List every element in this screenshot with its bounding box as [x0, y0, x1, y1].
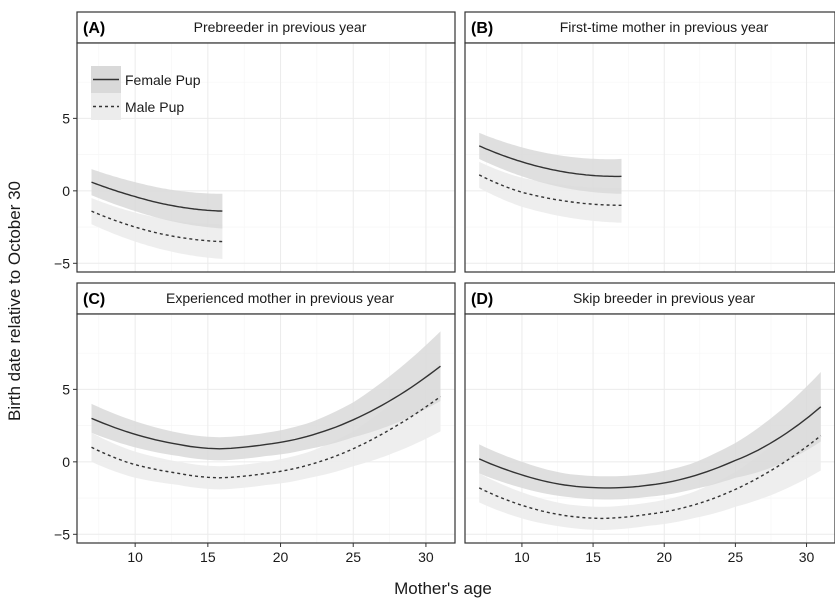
series-group	[478, 132, 622, 223]
x-tick-label: 10	[127, 549, 143, 565]
panel-letter: (B)	[471, 20, 493, 37]
gridlines	[465, 43, 835, 272]
y-tick-label: 5	[62, 110, 70, 126]
panel-a: (A) Prebreeder in previous year −5 0 5 Female…	[54, 11, 456, 273]
x-tick-label: 20	[273, 549, 289, 565]
panel-border	[464, 313, 835, 544]
female-pup-line	[91, 365, 441, 450]
x-tick-label: 15	[585, 549, 601, 565]
panel-title: Experienced mother in previous year	[166, 290, 394, 306]
y-tick-label: 0	[62, 454, 70, 470]
y-tick-label: 5	[62, 381, 70, 397]
panel-title: Prebreeder in previous year	[194, 19, 367, 35]
x-tick-label: 25	[345, 549, 361, 565]
male-pup-ci-ribbon	[91, 361, 441, 490]
male-pup-ci-ribbon	[479, 161, 622, 223]
female-pup-ci-ribbon	[479, 372, 821, 500]
y-tick-label: −5	[54, 526, 70, 542]
female-pup-line	[478, 145, 622, 178]
legend: Female Pup Male Pup	[91, 66, 201, 120]
y-tick-label: −5	[54, 255, 70, 271]
female-pup-ci-ribbon	[91, 331, 441, 461]
x-tick-label: 30	[799, 549, 815, 565]
x-tick-label: 30	[418, 549, 434, 565]
panel-letter: (A)	[83, 20, 105, 37]
panel-b: (B) First-time mother in previous year	[464, 11, 835, 273]
panel-grid: (A) Prebreeder in previous year −5 0 5 Female…	[54, 11, 835, 565]
panel-letter: (D)	[471, 291, 493, 308]
panel-border	[464, 42, 835, 273]
panel-title: Skip breeder in previous year	[573, 290, 755, 306]
female-pup-line	[91, 181, 223, 212]
legend-label: Female Pup	[125, 72, 201, 88]
legend-label: Male Pup	[125, 99, 184, 115]
male-pup-ci-ribbon	[479, 401, 821, 530]
panel-title: First-time mother in previous year	[560, 19, 769, 35]
male-pup-line	[91, 396, 441, 479]
series-group	[478, 372, 822, 530]
y-tick-label: 0	[62, 183, 70, 199]
panel-letter: (C)	[83, 291, 105, 308]
panel-d: (D) Skip breeder in previous year 10 15 20 25…	[464, 282, 835, 565]
x-tick-label: 20	[656, 549, 672, 565]
panel-strip	[464, 282, 835, 315]
panel-c: (C) Experienced mother in previous year −5…	[54, 282, 456, 565]
male-pup-ci-ribbon	[91, 198, 223, 259]
female-pup-ci-ribbon	[91, 169, 223, 229]
panel-strip	[76, 282, 456, 315]
x-tick-label: 15	[200, 549, 216, 565]
y-axis-title: Birth date relative to October 30	[5, 181, 24, 421]
male-pup-line	[478, 435, 822, 520]
panel-border	[76, 313, 456, 544]
x-tick-label: 10	[514, 549, 530, 565]
x-axis-title: Mother's age	[394, 579, 492, 598]
male-pup-line	[478, 174, 622, 206]
panel-border	[76, 42, 456, 273]
panel-strip	[76, 11, 456, 44]
series-group	[91, 169, 223, 259]
female-pup-line	[478, 406, 822, 489]
female-pup-ci-ribbon	[479, 132, 622, 194]
series-group	[91, 331, 441, 490]
x-tick-label: 25	[728, 549, 744, 565]
